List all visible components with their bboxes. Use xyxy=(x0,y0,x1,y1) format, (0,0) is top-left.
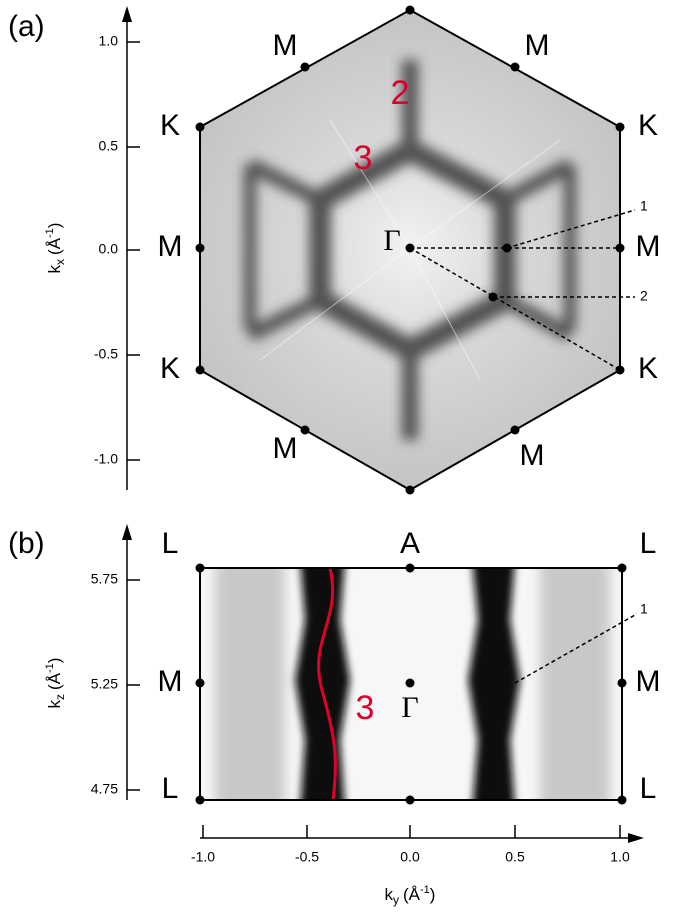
tick-label: 0.5 xyxy=(505,849,525,865)
panel-label: (a) xyxy=(8,10,45,43)
axis-arrow xyxy=(628,833,644,843)
point-label: M xyxy=(273,29,298,62)
point-label: M xyxy=(636,230,661,263)
point-label: K xyxy=(638,352,658,385)
tick-label: 0.0 xyxy=(99,241,119,257)
axis-label: ky(Å-1) xyxy=(385,884,436,907)
axis-arrow xyxy=(122,524,132,540)
point-label: K xyxy=(160,109,180,142)
point-label: M xyxy=(520,439,545,472)
point-label: M xyxy=(525,29,550,62)
axis-arrow xyxy=(122,6,132,22)
point-label: L xyxy=(640,527,657,560)
point-label: M xyxy=(273,432,298,465)
gamma-label: Γ xyxy=(401,691,418,724)
tick-label: 1.0 xyxy=(610,849,630,865)
tick-label: -0.5 xyxy=(295,849,319,865)
tick-label: 0.0 xyxy=(400,849,420,865)
band-label: 2 xyxy=(391,74,410,112)
y-ticks-a xyxy=(127,42,140,460)
figure: 1.0 0.5 0.0 -0.5 -1.0 kx(Å-1) (a) M M K … xyxy=(0,0,685,921)
point-label: K xyxy=(160,352,180,385)
point-label: L xyxy=(162,772,179,805)
point-label: K xyxy=(638,109,658,142)
x-ticks xyxy=(203,825,620,838)
tick-label: -1.0 xyxy=(94,451,118,467)
point-label: L xyxy=(640,772,657,805)
point-label: M xyxy=(158,230,183,263)
tick-label: 5.25 xyxy=(91,676,118,692)
point-label: M xyxy=(636,665,661,698)
tick-label: 4.75 xyxy=(91,781,118,797)
band-label: 3 xyxy=(356,689,375,727)
tick-label: -1.0 xyxy=(191,849,215,865)
panel-label: (b) xyxy=(8,527,45,560)
tick-label: 1.0 xyxy=(99,33,119,49)
tick-label: -0.5 xyxy=(94,346,118,362)
axis-label: kz(Å-1) xyxy=(44,658,67,709)
axis-label: kx(Å-1) xyxy=(44,223,67,274)
tick-label: 5.75 xyxy=(91,571,118,587)
gamma-label: Γ xyxy=(383,224,400,257)
band-label: 3 xyxy=(354,139,373,177)
y-ticks-b xyxy=(127,580,140,790)
point-label: L xyxy=(162,527,179,560)
tick-label: 0.5 xyxy=(99,138,119,154)
cut-label: 2 xyxy=(640,288,648,304)
cut-label: 1 xyxy=(640,601,648,617)
point-label: A xyxy=(400,527,420,560)
point-label: M xyxy=(158,665,183,698)
cut-label: 1 xyxy=(640,198,648,214)
